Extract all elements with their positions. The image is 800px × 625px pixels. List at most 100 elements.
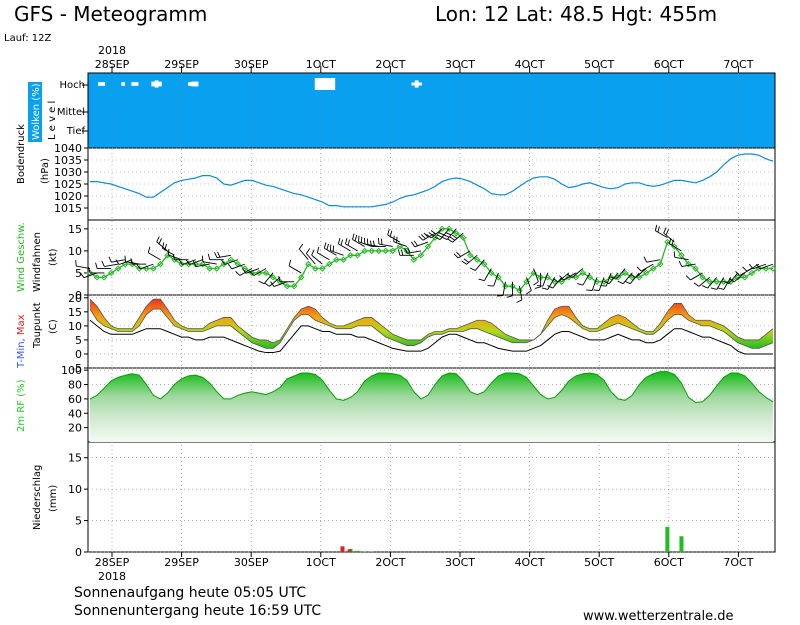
wind-barb-staff <box>622 272 633 284</box>
wind-barb <box>673 251 689 261</box>
wind-barb <box>305 248 316 265</box>
wind-barb-feather <box>534 286 541 289</box>
wind-barb-staff <box>466 254 478 265</box>
wind-barb <box>258 272 274 285</box>
wind-speed-marker <box>234 260 242 268</box>
wind-barb-staff <box>239 268 253 276</box>
cloud-high-patch <box>101 82 106 86</box>
precip-bar <box>369 551 374 552</box>
wind-barb-feather <box>702 285 708 289</box>
wind-speed-marker <box>537 274 544 281</box>
wind-barb-feather <box>710 287 717 290</box>
wind-barb <box>426 228 443 239</box>
temperature-axis-title: T-Min, Max <box>16 314 27 369</box>
date-label-bottom: 2OCT <box>375 556 405 569</box>
wind-barb <box>534 272 542 289</box>
wind-barb-feather <box>396 236 398 243</box>
wind-barb <box>663 227 675 243</box>
wind-barb-feather <box>735 270 741 276</box>
wind-barb-feather <box>678 260 683 267</box>
cloud-high-patch <box>121 82 126 86</box>
wind-barb <box>323 242 337 256</box>
dewpoint-axis-title: Taupunkt <box>32 302 43 349</box>
wind-barb-staff <box>195 263 210 267</box>
wind-barb <box>108 256 126 263</box>
cloud-high-patch <box>194 81 199 87</box>
wind-barb-feather <box>298 243 304 250</box>
wind-barb <box>201 255 217 265</box>
wind-barb-feather <box>663 227 667 234</box>
temperature-tick-label: 15 <box>68 306 82 319</box>
wind-barb-feather <box>372 240 376 247</box>
cloud-high-patch <box>411 82 416 86</box>
wind-barb-feather <box>547 285 553 289</box>
source-credit: www.wetterzentrale.de <box>583 609 734 624</box>
wind-barb <box>547 277 563 289</box>
precip-axis-title: Niederschlag <box>32 465 43 530</box>
wind-barb-feather <box>227 263 233 270</box>
cloud-high-patch <box>151 81 156 87</box>
wind-barb-staff <box>189 259 203 265</box>
wind-barb <box>101 260 119 267</box>
wind-barb-staff <box>407 250 422 254</box>
precip-tick-label: 5 <box>75 515 82 528</box>
wind-barb-staff <box>526 277 532 291</box>
wind-tick-label: 10 <box>68 245 82 258</box>
wind-barb-staff <box>269 277 281 287</box>
wind-barb-staff <box>317 252 330 261</box>
pressure-tick-label: 1015 <box>54 202 82 215</box>
cloud-level-label: Mittel <box>57 107 85 118</box>
cloud-axis-title: Wolken (%) <box>31 83 42 140</box>
wind-barb-staff <box>140 263 154 270</box>
wind-barb-staff <box>483 268 492 281</box>
wind-barb-feather <box>463 258 470 263</box>
wind-barb-feather <box>235 270 241 276</box>
wind-barb-feather <box>358 235 360 242</box>
wind-barb <box>723 272 739 285</box>
wind-barb <box>147 246 161 261</box>
wind-barb-staff <box>393 241 408 247</box>
wind-barb-feather <box>172 253 176 260</box>
wind-barb <box>469 259 485 271</box>
wind-barb <box>506 281 513 298</box>
wind-barb <box>586 277 598 291</box>
wind-barb <box>678 260 696 267</box>
wind-barb-staff <box>571 268 584 278</box>
wind-barb-feather <box>329 244 332 251</box>
wind-barb-feather <box>270 281 275 287</box>
wind-barb-feather <box>426 234 432 239</box>
precip-tick-label: 10 <box>68 483 82 496</box>
wind-barb <box>249 268 267 276</box>
wind-barb <box>80 272 98 279</box>
precip-bar <box>362 551 367 552</box>
wind-speed-marker <box>720 278 727 285</box>
pressure-axis-title: Bodendruck <box>16 124 27 184</box>
wind-speed-marker <box>206 265 213 272</box>
wind-barb-staff <box>615 268 626 280</box>
wind-barb-feather <box>643 256 647 263</box>
wind-barb-staff <box>345 243 358 252</box>
wind-barb-feather <box>156 236 160 243</box>
wind-speed-marker <box>361 247 368 255</box>
wind-barb <box>516 286 523 303</box>
wind-barb <box>636 263 654 272</box>
temperature-tick-label: 0 <box>75 348 82 361</box>
wind-barb-staff <box>452 232 464 243</box>
humidity-tick-label: 80 <box>68 379 82 392</box>
wind-barb-staff <box>519 286 523 301</box>
wind-barb <box>728 272 746 283</box>
wind-barb-staff <box>330 250 344 256</box>
wind-barb-feather <box>593 289 600 291</box>
wind-barb-feather <box>88 267 91 274</box>
wind-barb <box>136 263 154 270</box>
wind-barb-feather <box>345 237 348 244</box>
wind-barb <box>418 232 436 241</box>
wind-barb-staff <box>640 263 654 272</box>
cloud-high-patch <box>134 82 139 86</box>
wind-barb-feather <box>288 260 292 267</box>
wind-barb-feather <box>411 241 416 248</box>
wind-barb-feather <box>756 263 761 270</box>
wind-axis-title: Wind Geschw. <box>16 222 27 292</box>
wind-barb-feather <box>461 260 467 265</box>
wind-speed-marker <box>671 243 678 250</box>
